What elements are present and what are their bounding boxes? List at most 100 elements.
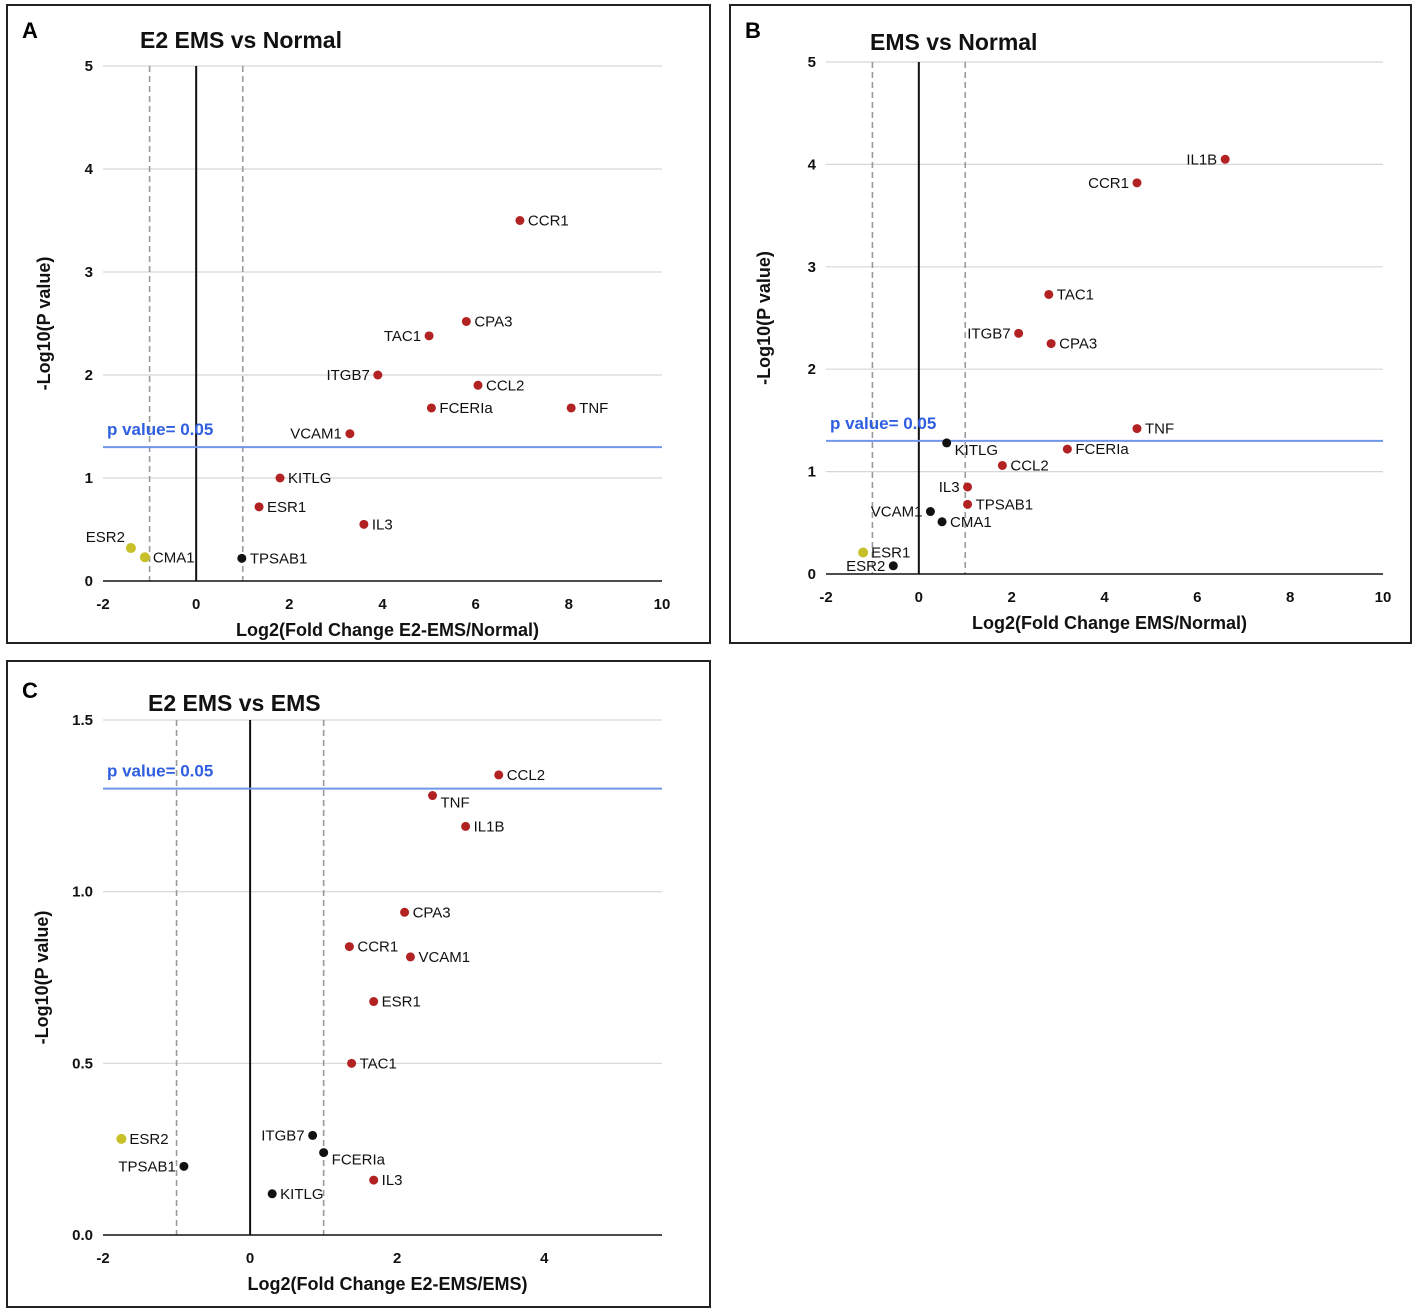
y-axis-label: -Log10(P value) — [32, 911, 52, 1045]
point-label: VCAM1 — [871, 504, 923, 521]
point-label: KITLG — [955, 442, 998, 459]
y-tick-label: 1 — [808, 464, 816, 481]
data-point-ccr1 — [344, 942, 354, 952]
x-tick-label: 0 — [192, 596, 200, 613]
point-label: TPSAB1 — [976, 496, 1034, 513]
point-label: CCL2 — [1010, 457, 1048, 474]
point-label: CPA3 — [1059, 336, 1097, 353]
x-tick-label: 6 — [1193, 589, 1201, 606]
point-label: CPA3 — [413, 904, 451, 921]
y-tick-label: 2 — [85, 367, 93, 384]
panel-letter: C — [22, 678, 38, 703]
p-value-threshold-label: p value= 0.05 — [107, 762, 213, 781]
data-point-kitlg — [275, 473, 285, 483]
p-value-threshold-label: p value= 0.05 — [107, 420, 213, 439]
y-tick-label: 2 — [808, 361, 816, 378]
point-label: TNF — [579, 400, 608, 417]
y-tick-label: 5 — [808, 54, 816, 71]
y-tick-label: 0.5 — [72, 1055, 93, 1072]
data-point-il3 — [369, 1175, 379, 1185]
point-label: CMA1 — [153, 549, 195, 566]
x-tick-label: 2 — [285, 596, 293, 613]
panel-a-frame — [6, 4, 711, 644]
data-point-il1b — [461, 821, 471, 831]
point-label: ITGB7 — [967, 325, 1010, 342]
point-label: ESR2 — [846, 558, 885, 575]
point-label: CPA3 — [474, 313, 512, 330]
data-point-esr1 — [858, 547, 869, 558]
point-label: IL1B — [1186, 151, 1217, 168]
y-tick-label: 5 — [85, 58, 93, 75]
point-label: CCL2 — [507, 767, 545, 784]
point-label: ESR2 — [129, 1131, 168, 1148]
chart-title: E2 EMS vs Normal — [140, 27, 342, 53]
data-point-ccl2 — [997, 460, 1007, 470]
data-point-cpa3 — [400, 907, 410, 917]
data-point-cpa3 — [1046, 339, 1056, 349]
data-point-vcam1 — [925, 507, 935, 517]
x-tick-label: -2 — [96, 596, 109, 613]
y-tick-label: 0 — [808, 566, 816, 583]
y-tick-label: 3 — [808, 259, 816, 276]
point-label: FCERIa — [439, 400, 493, 417]
point-label: ITGB7 — [326, 367, 369, 384]
data-point-esr2 — [125, 543, 136, 554]
data-point-ccr1 — [515, 216, 525, 225]
y-tick-label: 1 — [85, 470, 93, 487]
point-label: ESR1 — [871, 544, 910, 561]
point-label: TPSAB1 — [250, 550, 308, 567]
data-point-esr2 — [116, 1133, 127, 1144]
x-tick-label: 6 — [471, 596, 479, 613]
x-tick-label: 2 — [393, 1250, 401, 1267]
point-label: ITGB7 — [261, 1127, 304, 1144]
panel-c-frame — [6, 660, 711, 1308]
data-point-itgb7 — [1014, 328, 1024, 338]
data-point-fceria — [1062, 444, 1072, 454]
x-tick-label: 2 — [1007, 589, 1015, 606]
point-label: ESR1 — [382, 994, 421, 1011]
y-tick-label: 1.5 — [72, 712, 93, 729]
point-label: TPSAB1 — [118, 1158, 176, 1175]
panel-letter: B — [745, 18, 761, 43]
y-axis-label: -Log10(P value) — [34, 257, 54, 391]
x-tick-label: 4 — [378, 596, 387, 613]
data-point-itgb7 — [308, 1130, 318, 1140]
panel-letter: A — [22, 18, 38, 43]
data-point-tpsab1 — [237, 553, 247, 563]
point-label: CCR1 — [528, 213, 569, 230]
point-label: TNF — [441, 795, 470, 812]
data-point-tac1 — [424, 331, 434, 341]
x-tick-label: -2 — [819, 589, 832, 606]
x-tick-label: 4 — [1100, 589, 1109, 606]
data-point-vcam1 — [345, 429, 355, 439]
data-point-tpsab1 — [179, 1161, 189, 1171]
x-tick-label: 10 — [1375, 589, 1392, 606]
x-tick-label: 8 — [1286, 589, 1294, 606]
data-point-itgb7 — [373, 370, 383, 380]
point-label: KITLG — [280, 1186, 323, 1203]
point-label: IL1B — [474, 818, 505, 835]
panel-b-frame — [729, 4, 1412, 644]
data-point-il1b — [1220, 154, 1230, 164]
data-point-kitlg — [942, 438, 952, 448]
y-tick-label: 1.0 — [72, 884, 93, 901]
point-label: IL3 — [939, 479, 960, 496]
y-tick-label: 3 — [85, 264, 93, 281]
point-label: TAC1 — [1057, 286, 1094, 303]
point-label: ESR2 — [86, 529, 125, 546]
y-axis-label: -Log10(P value) — [754, 251, 774, 385]
y-tick-label: 4 — [808, 156, 817, 173]
point-label: VCAM1 — [290, 426, 342, 443]
data-point-cma1 — [937, 517, 947, 527]
point-label: CCR1 — [357, 939, 398, 956]
data-point-ccl2 — [494, 770, 504, 780]
data-point-fceria — [319, 1148, 329, 1158]
data-point-esr1 — [254, 502, 264, 512]
y-tick-label: 4 — [85, 161, 94, 178]
data-point-tac1 — [347, 1058, 357, 1068]
data-point-tnf — [566, 403, 576, 413]
data-point-tpsab1 — [963, 499, 973, 509]
x-axis-label: Log2(Fold Change E2-EMS/EMS) — [247, 1274, 527, 1294]
data-point-kitlg — [267, 1189, 277, 1199]
